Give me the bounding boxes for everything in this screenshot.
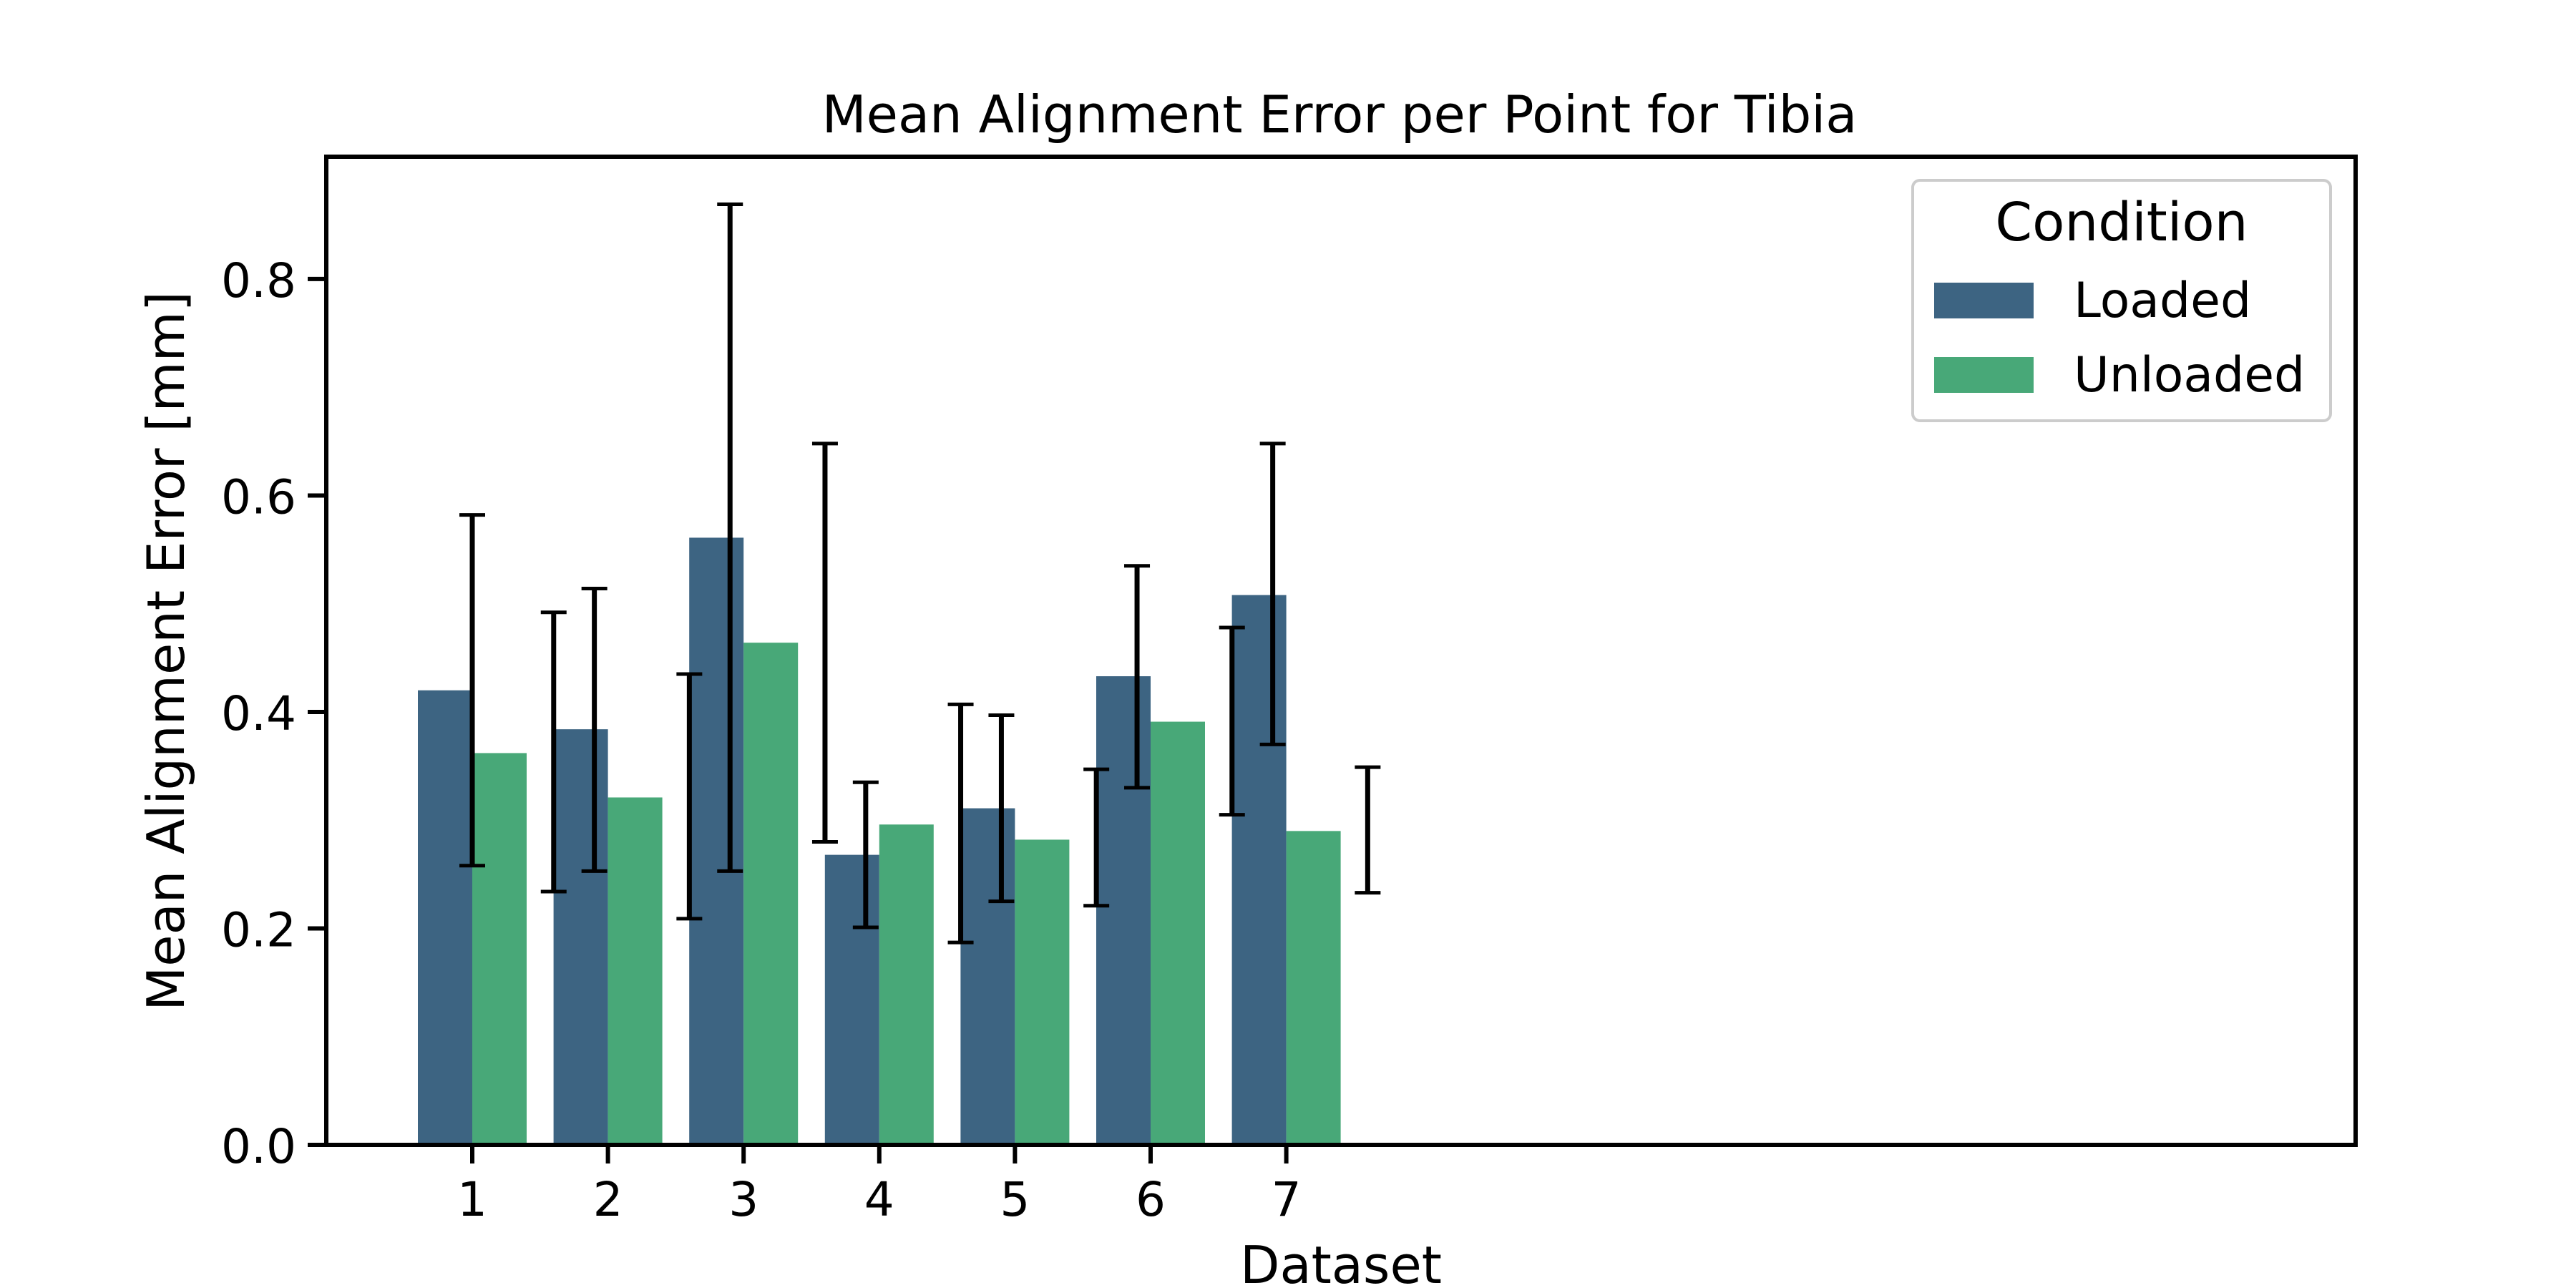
x-tick-label: 3	[728, 1172, 758, 1227]
legend-swatch-unloaded	[1934, 357, 2034, 393]
bar-unloaded-1	[472, 753, 527, 1145]
x-tick-label: 1	[457, 1172, 487, 1227]
bar-loaded-4	[824, 854, 879, 1145]
bar-loaded-5	[960, 808, 1015, 1145]
x-tick-label: 7	[1272, 1172, 1302, 1227]
y-tick-label: 0.2	[221, 902, 296, 957]
bar-unloaded-6	[1151, 721, 1205, 1145]
error-bar-14	[1355, 765, 1381, 895]
error-bar-2	[540, 610, 567, 894]
chart-title: Mean Alignment Error per Point for Tibia	[822, 84, 1858, 145]
error-bar-11	[1124, 564, 1151, 790]
error-bar-3	[581, 587, 608, 873]
x-tick-label: 2	[593, 1172, 623, 1227]
error-bar-1	[459, 513, 485, 868]
bar-unloaded-3	[743, 643, 799, 1145]
error-bar-8	[947, 702, 974, 945]
y-tick-label: 0.6	[221, 469, 296, 525]
y-axis-label: Mean Alignment Error [mm]	[136, 291, 196, 1011]
error-bar-12	[1219, 625, 1245, 817]
legend-swatch-loaded	[1934, 283, 2034, 318]
error-bar-7	[852, 780, 879, 930]
error-bar-9	[988, 713, 1015, 904]
bar-loaded-1	[418, 690, 472, 1145]
bar-unloaded-7	[1286, 831, 1341, 1145]
legend-title: Condition	[1995, 192, 2248, 253]
legend-label-unloaded: Unloaded	[2074, 347, 2305, 404]
bar-loaded-3	[689, 537, 744, 1145]
y-tick-label: 0.0	[221, 1119, 296, 1174]
bar-unloaded-5	[1015, 839, 1070, 1145]
error-bar-13	[1259, 441, 1286, 746]
plot-frame	[324, 155, 2358, 1147]
bar-loaded-6	[1096, 676, 1151, 1145]
bar-loaded-7	[1231, 595, 1287, 1145]
error-bar-5	[717, 203, 743, 873]
legend: Condition Loaded Unloaded	[1911, 179, 2332, 422]
legend-label-loaded: Loaded	[2074, 273, 2251, 329]
error-bar-6	[811, 441, 838, 844]
y-tick-label: 0.8	[221, 253, 296, 308]
axes: 0.0 0.2 0.4 0.6 0.8 1 2 3 4 5 6 7	[221, 253, 1302, 1227]
x-tick-label: 4	[864, 1172, 894, 1227]
bar-unloaded-2	[608, 797, 663, 1145]
bar-loaded-2	[553, 729, 608, 1145]
x-tick-label: 5	[1000, 1172, 1030, 1227]
x-axis-label: Dataset	[1240, 1235, 1442, 1288]
plot-area	[418, 203, 1381, 1145]
error-bar-10	[1083, 767, 1110, 908]
y-tick-label: 0.4	[221, 686, 296, 741]
error-bar-4	[676, 672, 703, 921]
bar-unloaded-4	[879, 824, 934, 1145]
x-tick-label: 6	[1136, 1172, 1166, 1227]
